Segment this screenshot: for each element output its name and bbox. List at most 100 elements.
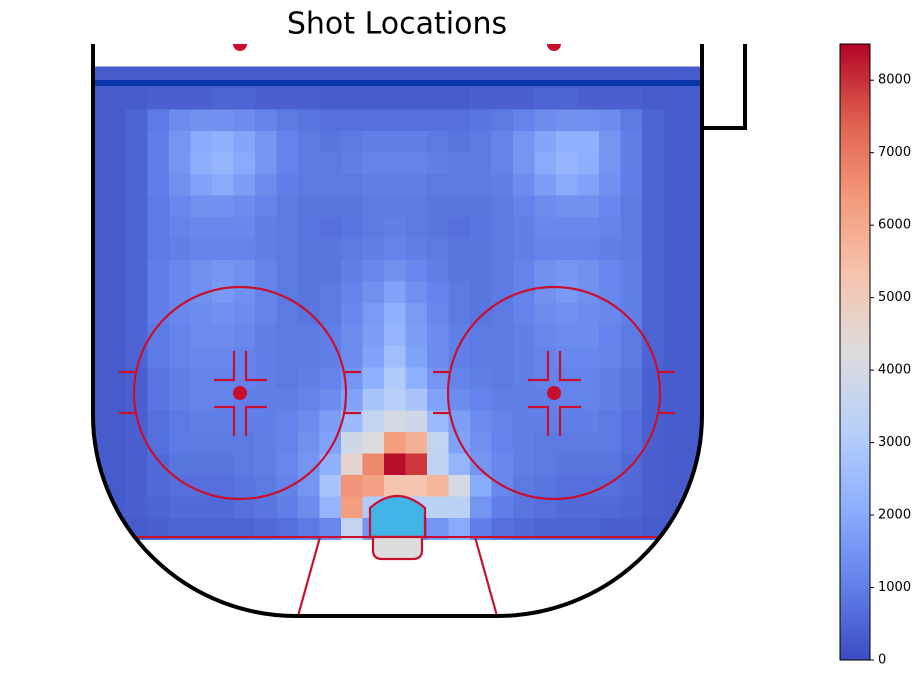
heatmap-cell [298, 475, 320, 497]
heatmap-cell [513, 432, 535, 454]
heatmap-cell [513, 217, 535, 239]
heatmap-cell [599, 88, 621, 110]
heatmap-cell [685, 217, 702, 239]
heatmap-cell [685, 195, 702, 218]
heatmap-cell [255, 217, 277, 239]
heatmap-cell [190, 475, 213, 497]
heatmap-cell [405, 410, 428, 433]
heatmap-cell [190, 410, 213, 433]
heatmap-cell [298, 217, 320, 239]
heatmap-cell [255, 109, 277, 132]
heatmap-cell [341, 496, 363, 519]
heatmap-cell [276, 152, 299, 175]
heatmap-cell [298, 131, 320, 153]
heatmap-cell [341, 174, 363, 196]
heatmap-cell [233, 131, 256, 153]
heatmap-cell [685, 238, 702, 261]
heatmap-cell [448, 496, 471, 519]
heatmap-cell [190, 238, 213, 261]
heatmap-cell [491, 238, 514, 261]
heatmap-cell [685, 88, 702, 110]
heatmap-cell [319, 281, 342, 304]
heatmap-cell [169, 152, 191, 175]
heatmap-cell [233, 281, 256, 304]
heatmap-cell [384, 346, 406, 368]
heatmap-cell [190, 303, 213, 325]
heatmap-cell [341, 152, 363, 175]
heatmap-cell [104, 367, 127, 390]
heatmap-cell [642, 152, 664, 175]
heatmap-cell [491, 389, 514, 411]
heatmap-cell [599, 346, 621, 368]
heatmap-cell [190, 217, 213, 239]
heatmap-cell [491, 303, 514, 325]
heatmap-cell [233, 432, 256, 454]
heatmap-cell [147, 88, 170, 110]
heatmap-cell [276, 109, 299, 132]
colorbar [839, 43, 871, 661]
heatmap-cell [405, 389, 428, 411]
heatmap-cell [233, 346, 256, 368]
heatmap-cell [448, 131, 471, 153]
heatmap-cell [341, 453, 363, 476]
heatmap-cell [298, 88, 320, 110]
heatmap-cell [92, 518, 105, 540]
heatmap-cell [534, 238, 557, 261]
heatmap-cell [470, 410, 492, 433]
heatmap-cell [341, 303, 363, 325]
heatmap-cell [169, 260, 191, 282]
heatmap-cell [599, 238, 621, 261]
heatmap-cell [620, 410, 643, 433]
heatmap-cell [513, 238, 535, 261]
heatmap-cell [255, 88, 277, 110]
heatmap-cell [663, 109, 686, 132]
heatmap-cell [190, 131, 213, 153]
heatmap-cell [169, 88, 191, 110]
heatmap-cell [534, 324, 557, 347]
heatmap-cell [599, 389, 621, 411]
heatmap-cell [427, 217, 449, 239]
heatmap-cell [384, 303, 406, 325]
heatmap-cell [319, 410, 342, 433]
heatmap-cell [190, 367, 213, 390]
heatmap-cell [427, 109, 449, 132]
heatmap-cell [685, 496, 702, 519]
heatmap-cell [233, 453, 256, 476]
heatmap-cell [556, 410, 578, 433]
heatmap-cell [212, 518, 234, 540]
heatmap-cell [534, 152, 557, 175]
heatmap-cell [470, 324, 492, 347]
heatmap-cell [319, 217, 342, 239]
heatmap-cell [147, 131, 170, 153]
heatmap-cell [147, 174, 170, 196]
heatmap-cell [212, 303, 234, 325]
heatmap-cell [556, 88, 578, 110]
heatmap-cell [642, 195, 664, 218]
heatmap-cell [212, 432, 234, 454]
heatmap-cell [362, 303, 385, 325]
heatmap-cell [255, 131, 277, 153]
heatmap-cell [599, 152, 621, 175]
heatmap-cell [276, 303, 299, 325]
heatmap-cell [599, 109, 621, 132]
heatmap-cell [298, 346, 320, 368]
heatmap-cell [577, 152, 600, 175]
heatmap-cell [577, 496, 600, 519]
heatmap-cell [341, 88, 363, 110]
heatmap-cell [384, 389, 406, 411]
heatmap-cell [169, 453, 191, 476]
heatmap-cell [470, 496, 492, 519]
heatmap-cell [169, 217, 191, 239]
heatmap-cell [341, 109, 363, 132]
heatmap-cell [685, 324, 702, 347]
heatmap-cell [255, 195, 277, 218]
heatmap-cell [147, 389, 170, 411]
heatmap-cell [491, 410, 514, 433]
heatmap-cell [362, 109, 385, 132]
heatmap-cell [663, 389, 686, 411]
heatmap-cell [642, 496, 664, 519]
heatmap-cell [577, 109, 600, 132]
heatmap-cell [126, 453, 148, 476]
heatmap-cell [212, 238, 234, 261]
heatmap-cell [556, 346, 578, 368]
